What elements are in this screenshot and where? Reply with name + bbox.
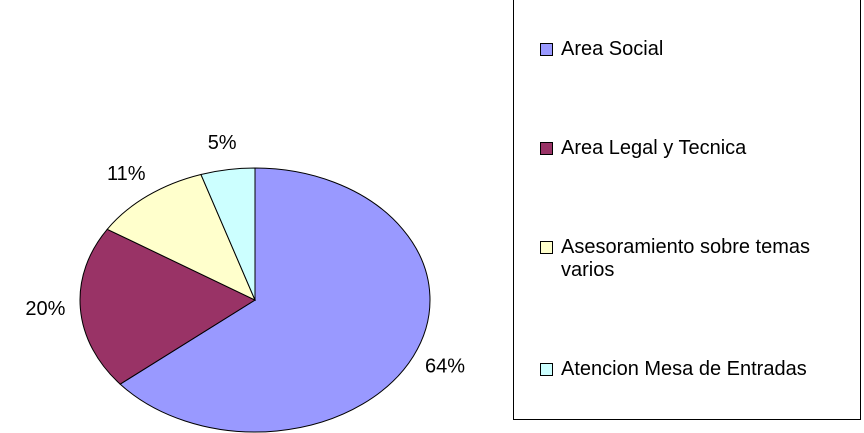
pie-slice (106, 173, 256, 302)
data-label: 11% (107, 163, 146, 185)
legend-swatch (540, 363, 553, 376)
data-label: 5% (208, 132, 237, 154)
legend: Area Social Area Legal y Tecnica Asesorami… (513, 0, 861, 420)
legend-label: Area Legal y Tecnica (561, 137, 747, 159)
pie-slice (200, 167, 256, 301)
legend-item: Asesoramiento sobre temas varios (540, 236, 850, 282)
chart: 64% 20% 11% 5% (25, 132, 465, 433)
legend-item: Area Social (540, 38, 850, 61)
pie-slice (119, 167, 431, 433)
data-label: 64% (425, 356, 465, 378)
legend-item: Area Legal y Tecnica (540, 137, 850, 160)
legend-swatch (540, 142, 553, 155)
legend-label: Asesoramiento sobre temas varios (561, 236, 811, 281)
legend-swatch (540, 43, 553, 56)
legend-swatch (540, 241, 553, 254)
pie-slice (79, 228, 257, 385)
legend-item: Atencion Mesa de Entradas (540, 358, 850, 381)
legend-label: Atencion Mesa de Entradas (561, 358, 807, 380)
data-label: 20% (25, 298, 65, 320)
legend-label: Area Social (561, 38, 664, 60)
